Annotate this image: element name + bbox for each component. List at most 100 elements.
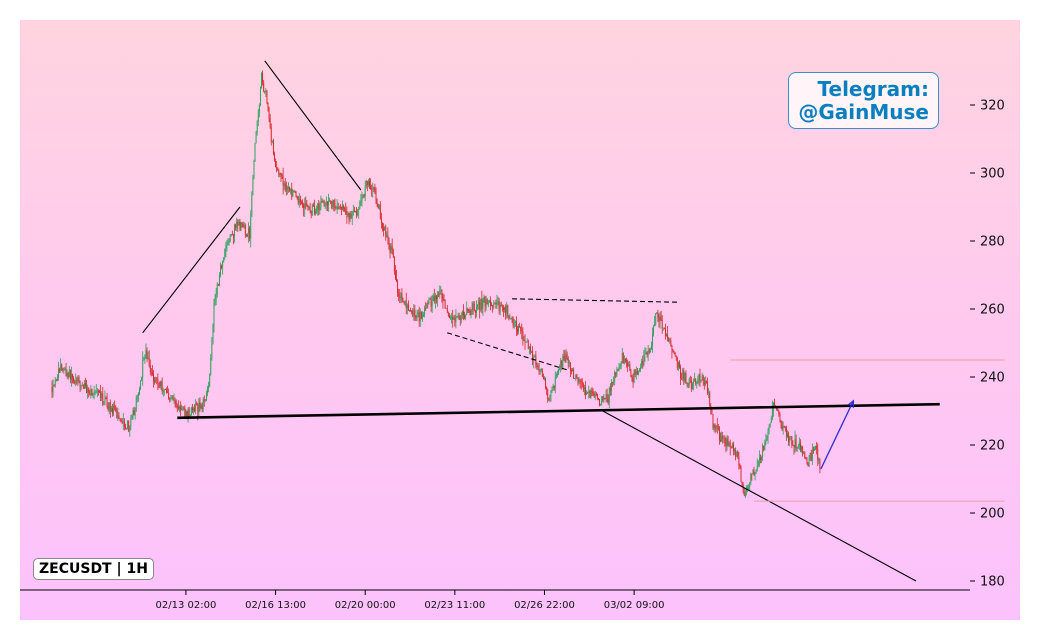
candle-body <box>496 303 498 305</box>
candle-body <box>587 392 589 394</box>
candle-body <box>632 378 634 382</box>
candle-body <box>399 296 401 299</box>
candle-body <box>406 304 408 309</box>
candle-body <box>683 370 685 382</box>
candle-body <box>586 392 588 395</box>
candle-body <box>553 386 555 389</box>
candle-body <box>513 322 515 326</box>
candle-body <box>303 204 305 209</box>
candle-body <box>801 446 802 451</box>
candle-body <box>328 201 329 206</box>
candle-body <box>721 435 723 442</box>
candle-body <box>158 382 160 384</box>
candle-body <box>115 407 117 411</box>
candle-body <box>460 315 462 320</box>
candle-body <box>529 346 531 352</box>
candle-body <box>332 200 334 208</box>
candle-body <box>637 370 639 375</box>
candle-body <box>191 407 193 411</box>
trendline <box>142 206 241 334</box>
candle-body <box>646 352 648 355</box>
candle-body <box>261 72 262 88</box>
candle-body <box>258 104 260 112</box>
candle-body <box>68 369 70 378</box>
candle-body <box>436 295 437 299</box>
candle-body <box>146 350 148 359</box>
candle-body <box>365 180 367 187</box>
candle-body <box>230 234 232 236</box>
candle-body <box>187 408 189 419</box>
watermark-line2: @GainMuse <box>798 100 929 124</box>
candle-body <box>97 391 99 392</box>
candle-body <box>729 442 731 448</box>
target-arrow <box>820 400 854 470</box>
candle-body <box>325 201 327 206</box>
candle-body <box>711 409 713 415</box>
candle-body <box>481 299 483 309</box>
candle-body <box>512 318 514 326</box>
candle-body <box>264 91 266 92</box>
candle-body <box>374 189 376 190</box>
candle-body <box>645 352 647 354</box>
candle-body <box>73 377 75 382</box>
candle-body <box>441 290 443 299</box>
candle-body <box>134 409 136 415</box>
candle-body <box>605 394 607 400</box>
candle-body <box>654 324 656 326</box>
candle-body <box>95 391 97 393</box>
candle-body <box>297 196 299 204</box>
candle-body <box>702 375 704 381</box>
candle-body <box>220 266 221 275</box>
candle-body <box>74 381 76 384</box>
candle-body <box>740 467 742 483</box>
candle-body <box>667 334 669 339</box>
candle-body <box>805 457 807 459</box>
candle-body <box>207 388 208 394</box>
candle-body <box>132 410 134 416</box>
candle-body <box>498 301 500 312</box>
candle-body <box>390 246 392 253</box>
candle-body <box>133 410 135 415</box>
candle-body <box>793 445 795 448</box>
candle-body <box>231 234 233 236</box>
candle-body <box>77 377 79 382</box>
candle-body <box>203 399 205 402</box>
candle-body <box>482 299 484 309</box>
candle-body <box>371 189 373 190</box>
candle-body <box>508 316 510 319</box>
candle-body <box>706 380 707 382</box>
candle-body <box>772 402 774 409</box>
candle-body <box>79 380 81 387</box>
candle-body <box>150 372 152 373</box>
candle-body <box>580 380 582 382</box>
candle-body <box>437 294 439 299</box>
candle-body <box>106 398 108 407</box>
y-tick-label: 280 <box>980 235 1005 250</box>
candle-body <box>469 310 471 315</box>
candle-body <box>156 378 158 380</box>
candle-body <box>323 201 325 207</box>
candle-body <box>592 391 594 394</box>
candle-body <box>708 392 710 394</box>
candle-body <box>562 356 564 368</box>
candle-body <box>194 408 196 411</box>
trendline <box>447 332 569 371</box>
candle-body <box>594 393 596 397</box>
candle-body <box>66 372 68 376</box>
candle-body <box>471 309 473 311</box>
candle-body <box>655 313 657 325</box>
candle-body <box>218 274 220 286</box>
candle-body <box>291 188 293 197</box>
candle-body <box>228 241 230 243</box>
candle-body <box>337 206 339 210</box>
candle-body <box>377 203 379 209</box>
candle-body <box>589 390 591 398</box>
candle-body <box>789 436 791 442</box>
candle-body <box>173 399 175 401</box>
candle-body <box>275 160 277 168</box>
candle-body <box>285 186 287 190</box>
candle-body <box>599 399 601 406</box>
candle-body <box>778 410 780 414</box>
candle-body <box>621 352 623 363</box>
candle-body <box>680 367 682 378</box>
